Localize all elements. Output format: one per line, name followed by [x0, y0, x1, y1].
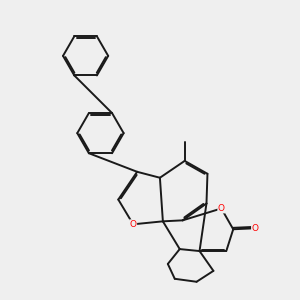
Text: O: O: [218, 204, 225, 213]
Text: O: O: [130, 220, 137, 229]
Text: O: O: [251, 224, 259, 233]
